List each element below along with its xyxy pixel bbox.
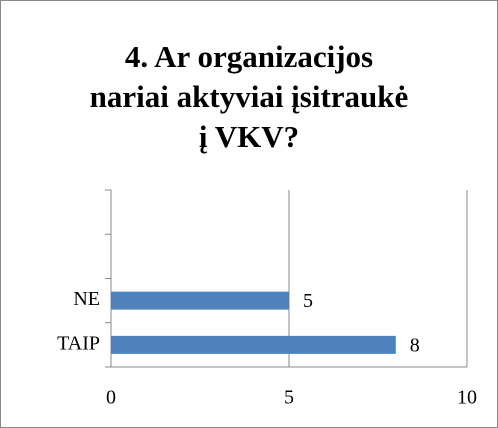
chart-title: į VKV? <box>199 119 299 154</box>
bar <box>111 291 289 310</box>
bar <box>111 335 396 354</box>
data-label: 5 <box>303 290 313 312</box>
chart-title: 4. Ar organizacijos <box>125 39 373 74</box>
data-label: 8 <box>410 334 420 356</box>
x-tick-label: 10 <box>457 387 477 409</box>
chart-title: nariai aktyviai įsitraukė <box>90 79 409 114</box>
x-tick-label: 5 <box>284 387 294 409</box>
x-tick-label: 0 <box>106 387 116 409</box>
y-tick-label: TAIP <box>57 332 100 354</box>
y-tick-label: NE <box>73 288 100 310</box>
